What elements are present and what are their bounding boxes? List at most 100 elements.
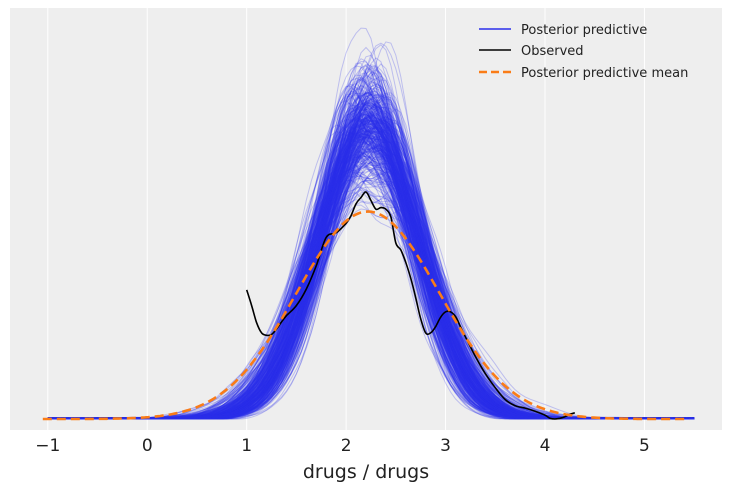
posterior-predictive-curve [47, 123, 695, 420]
posterior-predictive-curve [47, 126, 695, 420]
posterior-predictive-curve [47, 145, 695, 420]
posterior-predictive-curve [47, 135, 695, 420]
legend-label: Posterior predictive [521, 23, 647, 38]
posterior-predictive-curve [47, 169, 695, 420]
posterior-predictive-curve [47, 94, 695, 420]
posterior-predictive-curve [47, 98, 695, 420]
posterior-predictive-curve [47, 95, 695, 420]
posterior-predictive-curve [47, 113, 695, 420]
posterior-predictive-curve [47, 122, 695, 420]
posterior-predictive-curve [47, 141, 695, 420]
posterior-predictive-curve [47, 106, 695, 420]
posterior-predictive-curve [47, 122, 695, 420]
posterior-predictive-curve [47, 133, 695, 420]
posterior-predictive-curve [47, 197, 695, 420]
posterior-predictive-curve [47, 99, 695, 420]
posterior-predictive-curve [47, 151, 695, 420]
posterior-predictive-curve [47, 113, 695, 420]
posterior-predictive-curve [47, 98, 695, 420]
posterior-predictive-curve [47, 133, 695, 420]
posterior-predictive-curve [47, 149, 695, 420]
posterior-predictive-curve [47, 135, 695, 420]
posterior-predictive-curve [47, 92, 695, 420]
posterior-predictive-curve [47, 132, 695, 420]
posterior-predictive-curve [47, 119, 695, 420]
posterior-predictive-curve [47, 58, 695, 420]
posterior-predictive-curve [47, 132, 695, 420]
posterior-predictive-curve [47, 105, 695, 420]
posterior-predictive-curve [47, 95, 695, 420]
posterior-predictive-curve [47, 117, 695, 420]
posterior-predictive-curve [47, 130, 695, 420]
posterior-predictive-curve [47, 94, 695, 420]
posterior-predictive-curve [47, 113, 695, 420]
posterior-predictive-curve [47, 137, 695, 420]
posterior-predictive-curve [47, 94, 695, 420]
grid-lines [47, 8, 645, 430]
posterior-predictive-curve [47, 132, 695, 420]
posterior-predictive-curve [47, 113, 695, 420]
posterior-predictive-curve [47, 123, 695, 420]
posterior-predictive-curve [47, 120, 695, 420]
x-tick-label: 3 [440, 436, 451, 456]
posterior-predictive-curve [47, 112, 695, 420]
posterior-predictive-curve [47, 136, 695, 420]
posterior-predictive-curve [47, 119, 695, 420]
posterior-predictive-curve [47, 130, 695, 420]
posterior-predictive-curve [47, 141, 695, 420]
posterior-predictive-curve [47, 104, 695, 420]
posterior-predictive-curve [47, 93, 695, 420]
posterior-predictive-curve [47, 132, 695, 420]
x-tick-label: 1 [241, 436, 252, 456]
posterior-predictive-curve [47, 120, 695, 420]
legend-label: Observed [521, 44, 584, 59]
posterior-predictive-curve [47, 91, 695, 420]
posterior-predictive-curve [47, 115, 695, 420]
posterior-predictive-curve [47, 117, 695, 420]
posterior-predictive-curve [47, 114, 695, 420]
posterior-predictive-curve [47, 90, 695, 420]
posterior-predictive-curve [47, 103, 695, 420]
posterior-predictive-curve [47, 87, 695, 420]
posterior-predictive-curve [47, 113, 695, 420]
posterior-predictive-curve [47, 110, 695, 420]
posterior-predictive-curve [47, 64, 695, 420]
posterior-predictive-curve [47, 94, 695, 420]
posterior-predictive-curve [47, 153, 695, 420]
posterior-predictive-curve [47, 117, 695, 420]
posterior-predictive-curve [47, 149, 695, 420]
posterior-predictive-curve [47, 144, 695, 420]
plot-background [10, 8, 722, 430]
x-tick-label: 5 [639, 436, 650, 456]
posterior-predictive-curve [47, 159, 695, 420]
posterior-predictive-curve [47, 125, 695, 420]
posterior-predictive-curve [47, 147, 695, 420]
posterior-predictive-curve [47, 72, 695, 420]
posterior-predictive-curve [47, 137, 695, 420]
posterior-predictive-curve [47, 127, 695, 420]
posterior-predictive-curve [47, 118, 695, 420]
posterior-predictive-curve [47, 82, 695, 420]
posterior-predictive-curve [47, 126, 695, 420]
x-axis-label: drugs / drugs [303, 461, 429, 483]
posterior-predictive-curve [47, 103, 695, 420]
posterior-predictive-curve [47, 147, 695, 420]
posterior-predictive-curve [47, 141, 695, 420]
posterior-predictive-curve [47, 101, 695, 420]
posterior-predictive-curve [47, 126, 695, 420]
posterior-predictive-samples [47, 27, 695, 420]
posterior-predictive-curve [47, 119, 695, 420]
posterior-predictive-curve [47, 131, 695, 420]
posterior-predictive-curve [47, 150, 695, 420]
posterior-predictive-curve [47, 123, 695, 420]
posterior-predictive-curve [47, 145, 695, 420]
posterior-predictive-curve [47, 100, 695, 420]
posterior-predictive-curve [47, 99, 695, 420]
posterior-predictive-curve [47, 107, 695, 420]
posterior-predictive-curve [47, 171, 695, 420]
posterior-predictive-curve [47, 41, 695, 420]
posterior-predictive-curve [47, 119, 695, 420]
posterior-predictive-curve [47, 93, 695, 420]
posterior-predictive-curve [47, 90, 695, 420]
